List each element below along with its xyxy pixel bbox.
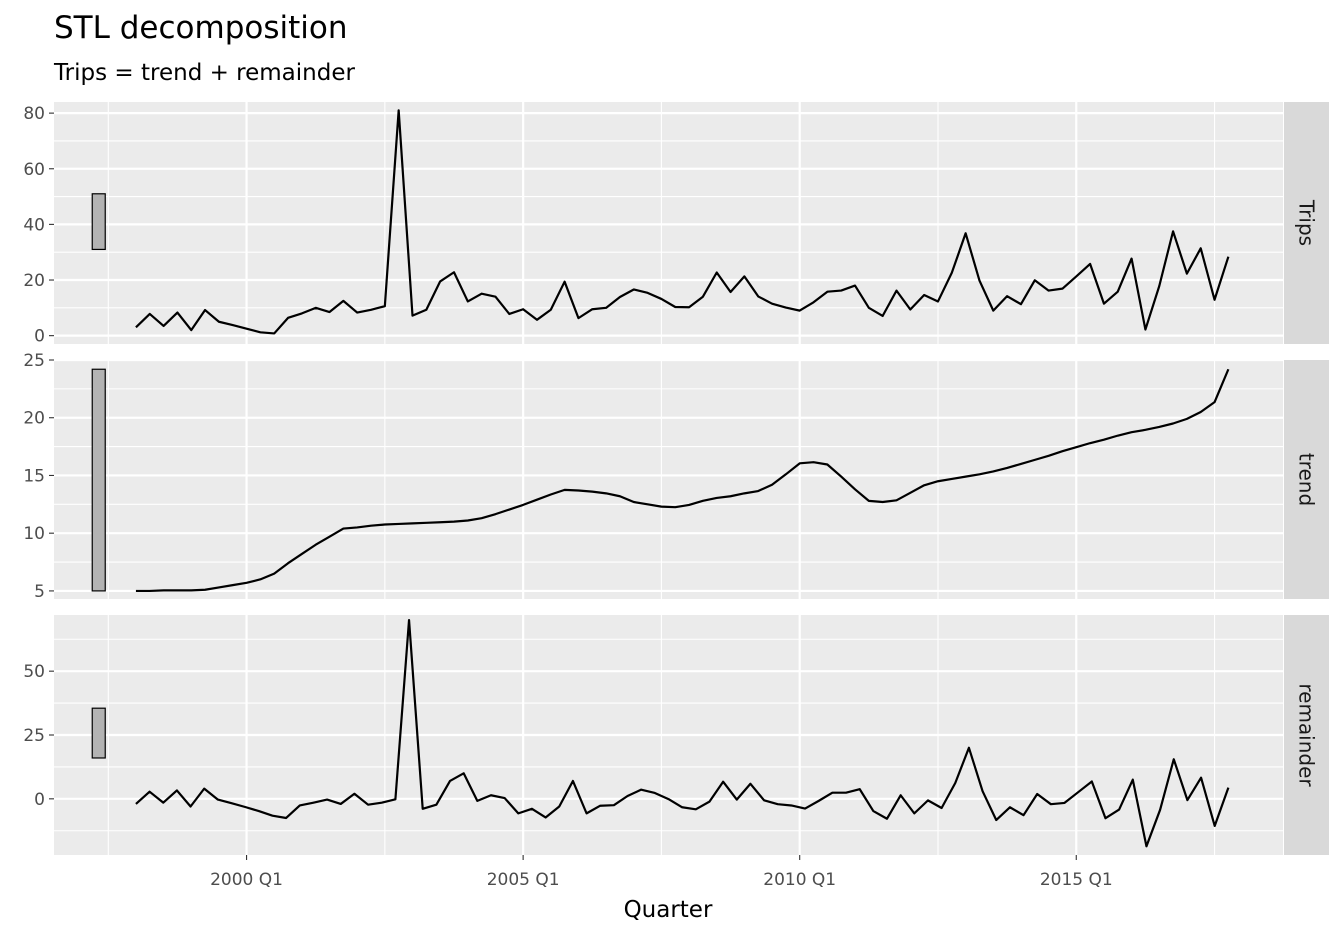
range-bar	[91, 193, 106, 251]
x-axis-title: Quarter	[624, 897, 713, 923]
y-tick-label: 80	[23, 104, 45, 124]
facet-strip	[1284, 102, 1329, 344]
x-tick-label: 2005 Q1	[487, 870, 560, 890]
facet-strip	[1284, 360, 1329, 599]
facet-strip-label: Trips	[1295, 199, 1319, 246]
y-tick-label: 50	[23, 662, 45, 682]
y-tick-label: 25	[23, 726, 45, 746]
x-tick-label: 2010 Q1	[763, 870, 836, 890]
range-bar	[91, 707, 106, 759]
y-tick-label: 15	[23, 466, 45, 486]
y-tick-label: 5	[34, 582, 45, 602]
panel-background	[54, 360, 1283, 599]
facet-strip-label: trend	[1295, 453, 1319, 506]
facet-strip	[1284, 615, 1329, 855]
y-tick-label: 60	[23, 160, 45, 180]
series-line-remainder	[135, 619, 1230, 848]
facet-strip-label: remainder	[1295, 683, 1319, 787]
panel-trend: 5 10 15 20 25 trend	[23, 351, 1329, 602]
x-tick-label: 2000 Q1	[210, 870, 283, 890]
y-tick-label: 0	[34, 327, 45, 347]
panel-remainder: 0 25 50 remainder	[23, 615, 1329, 855]
y-tick-label: 20	[23, 409, 45, 429]
chart-title: STL decomposition	[54, 10, 348, 46]
panel-Trips: 0 20 40 60 80 Trips	[23, 102, 1329, 347]
y-tick-label: 20	[23, 271, 45, 291]
y-tick-label: 10	[23, 524, 45, 544]
series-line-Trips	[135, 109, 1230, 335]
chart-subtitle: Trips = trend + remainder	[53, 60, 355, 86]
y-tick-label: 40	[23, 215, 45, 235]
x-axis: 2000 Q1 2005 Q1 2010 Q1 2015 Q1	[210, 855, 1113, 890]
series-line-trend	[135, 368, 1230, 593]
x-tick-label: 2015 Q1	[1040, 870, 1113, 890]
range-bar	[91, 368, 106, 592]
y-tick-label: 0	[34, 790, 45, 810]
y-tick-label: 25	[23, 351, 45, 371]
facet-panels: 0 20 40 60 80 Trips 5 10 15 20 25 trend 0 25 50 remaind…	[23, 102, 1329, 855]
